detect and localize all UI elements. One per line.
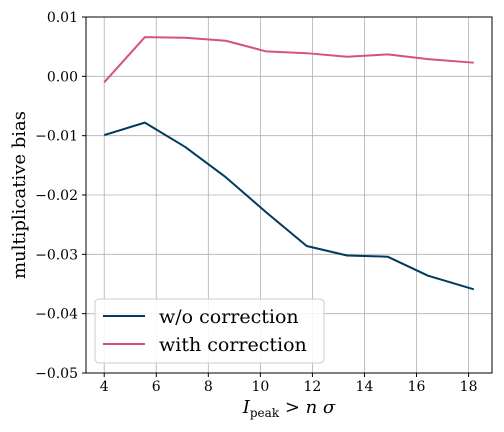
x-tick-label: 6 bbox=[152, 379, 161, 395]
legend-box bbox=[94, 298, 325, 364]
y-tick-label: −0.02 bbox=[35, 188, 78, 204]
x-tick-label: 8 bbox=[204, 379, 213, 395]
x-tick-label: 18 bbox=[460, 379, 478, 395]
y-tick-label: −0.05 bbox=[35, 366, 78, 382]
legend: w/o correction with correction bbox=[94, 298, 325, 364]
y-tick-label: −0.04 bbox=[35, 307, 78, 323]
legend-label: w/o correction bbox=[159, 306, 299, 328]
y-tick-label: 0.00 bbox=[47, 69, 78, 85]
x-axis-label-subscript: peak bbox=[250, 406, 280, 420]
y-tick-label: −0.01 bbox=[35, 129, 78, 145]
x-axis-label-rest: > n σ bbox=[279, 397, 336, 418]
x-tick-label: 12 bbox=[304, 379, 322, 395]
x-tick-label: 4 bbox=[100, 379, 109, 395]
y-axis-label: multiplicative bias bbox=[9, 111, 30, 279]
series-lines bbox=[103, 36, 475, 291]
x-tick-label: 14 bbox=[356, 379, 374, 395]
legend-label: with correction bbox=[159, 334, 307, 356]
series-line-with-correction bbox=[103, 36, 474, 83]
x-axis-label-base: I bbox=[242, 397, 251, 418]
axis-ticks: 4 6 8 10 12 14 16 18 −0.05 −0.04 −0.03 −0.02 −0.01 0.… bbox=[35, 10, 477, 395]
x-tick-label: 10 bbox=[251, 379, 269, 395]
x-tick-label: 16 bbox=[408, 379, 426, 395]
series-line-without-correction bbox=[103, 121, 475, 291]
y-tick-label: 0.01 bbox=[47, 10, 78, 26]
y-tick-label: −0.03 bbox=[35, 247, 78, 263]
x-axis-label: Ipeak > n σ bbox=[242, 397, 336, 420]
